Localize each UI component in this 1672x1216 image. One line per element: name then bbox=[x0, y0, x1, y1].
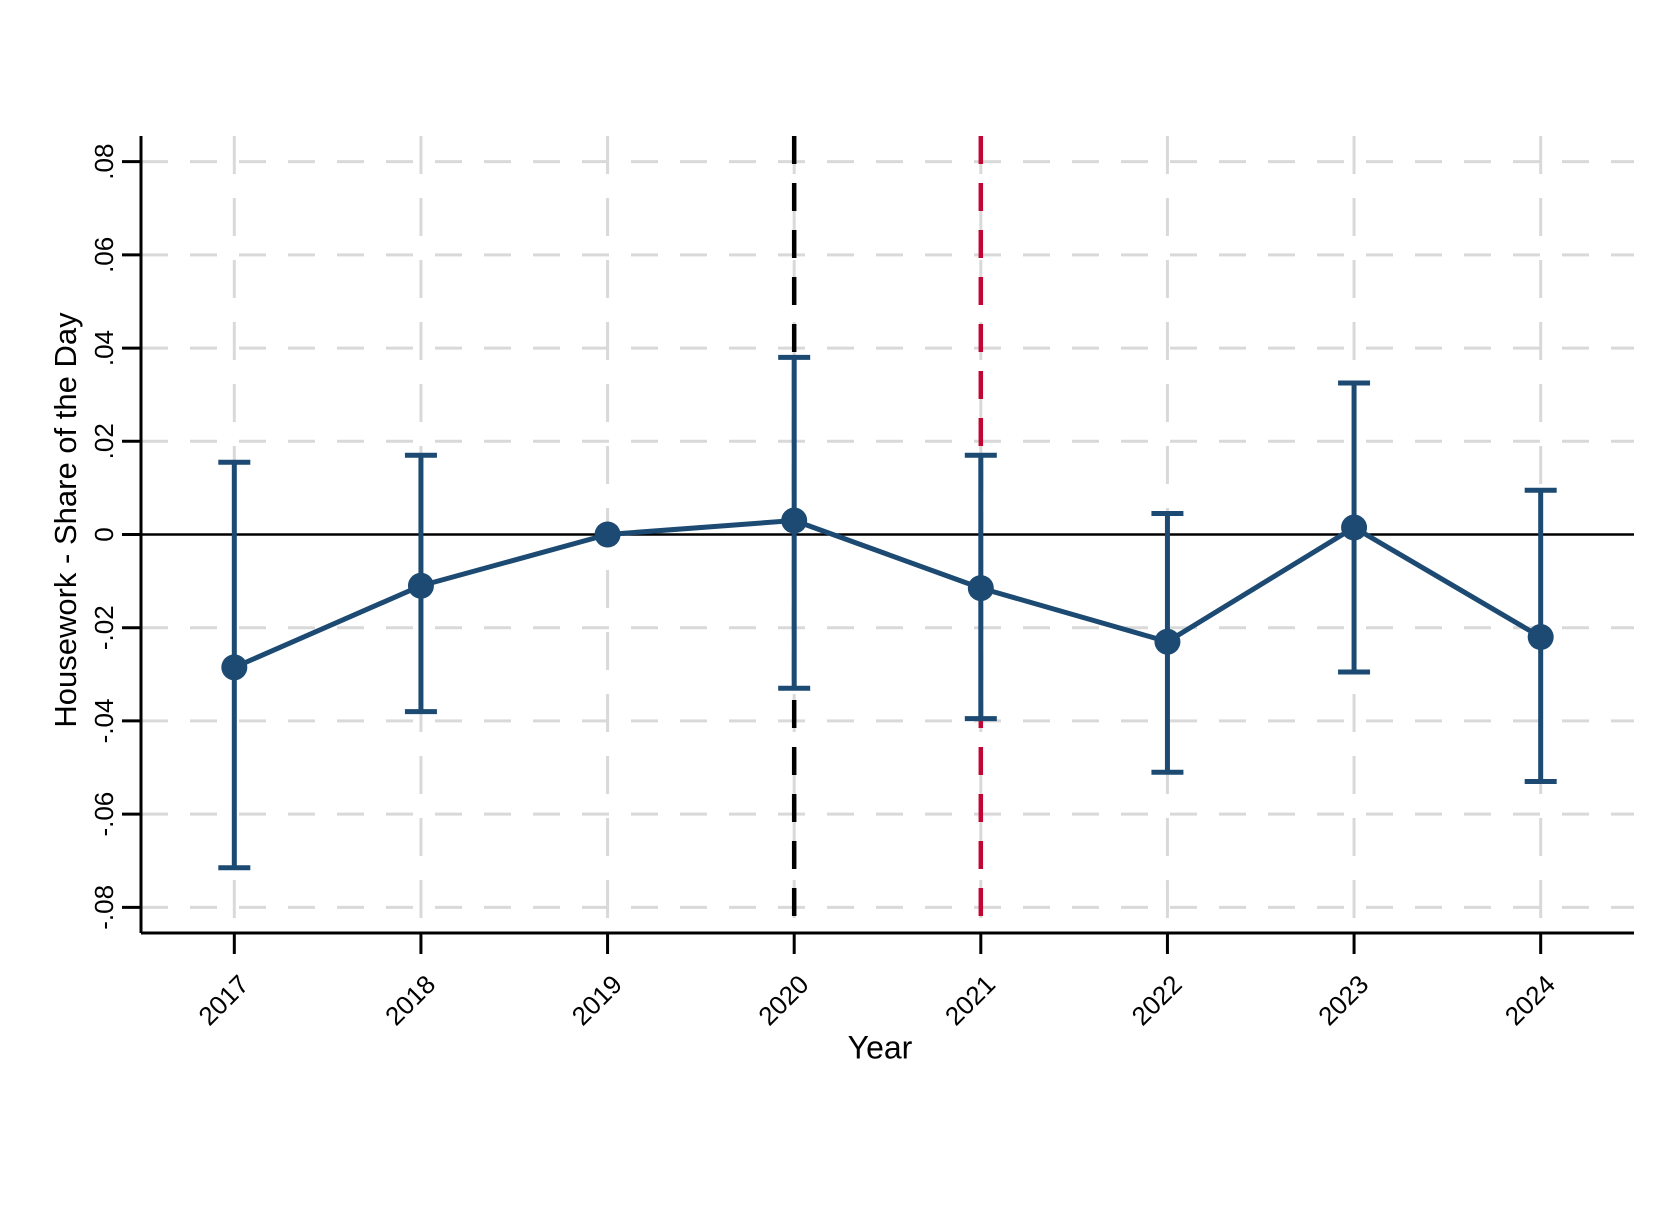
y-tick-label: 0 bbox=[89, 527, 119, 541]
x-axis-title: Year bbox=[847, 1029, 913, 1066]
x-tick-label: 2023 bbox=[1312, 969, 1374, 1031]
trend-line bbox=[231, 518, 1544, 670]
data-point-marker bbox=[1341, 514, 1368, 541]
x-tick-label: 2024 bbox=[1499, 969, 1561, 1031]
y-tick-label: -.04 bbox=[89, 699, 119, 744]
y-tick-label: .04 bbox=[89, 330, 119, 366]
data-point-marker bbox=[967, 575, 994, 602]
x-tick-label: 2021 bbox=[939, 969, 1001, 1031]
data-point-marker bbox=[407, 572, 434, 599]
x-tick-label: 2020 bbox=[752, 969, 814, 1031]
y-tick-label: -.06 bbox=[89, 792, 119, 837]
x-tick-label: 2019 bbox=[566, 969, 628, 1031]
y-tick-label: .06 bbox=[89, 237, 119, 273]
y-axis-title: Housework - Share of the Day bbox=[48, 312, 83, 728]
data-point-marker bbox=[781, 507, 808, 534]
y-tick-label: -.08 bbox=[89, 885, 119, 930]
data-point-marker bbox=[221, 654, 248, 681]
y-tick-label: .02 bbox=[89, 423, 119, 459]
y-tick-label: .08 bbox=[89, 144, 119, 180]
data-point-marker bbox=[1154, 628, 1181, 655]
x-tick-label: 2017 bbox=[192, 969, 254, 1031]
x-tick-label: 2022 bbox=[1126, 969, 1188, 1031]
y-tick-label: -.02 bbox=[89, 605, 119, 650]
data-point-marker bbox=[1527, 624, 1554, 651]
x-tick-label: 2018 bbox=[379, 969, 441, 1031]
data-point-marker bbox=[594, 521, 621, 548]
